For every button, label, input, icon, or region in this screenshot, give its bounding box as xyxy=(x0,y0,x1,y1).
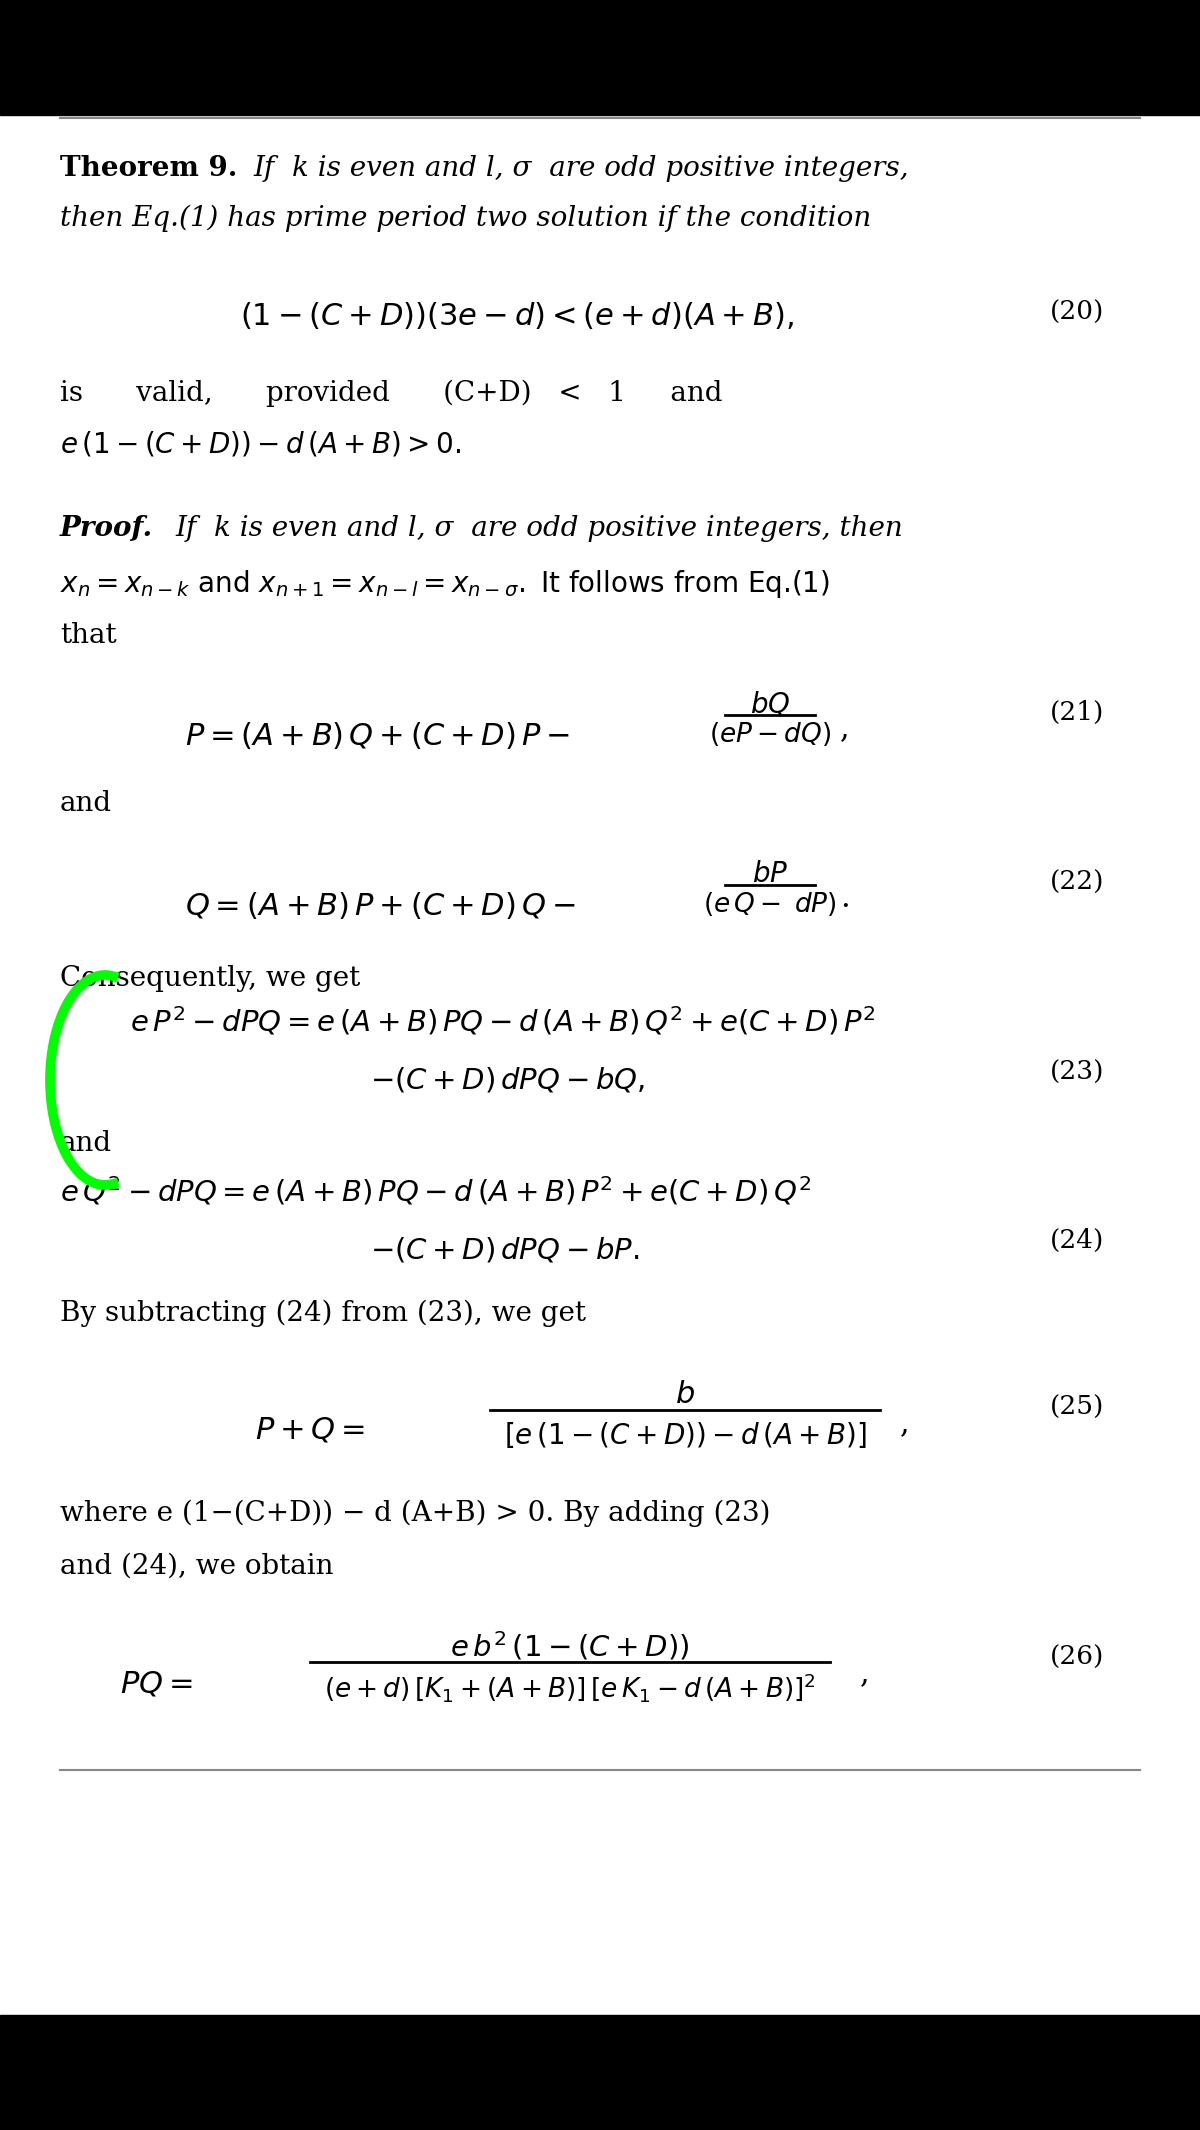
Text: (23): (23) xyxy=(1050,1061,1104,1084)
Text: $x_n = x_{n-k}$ and $x_{n+1} = x_{n-l} = x_{n-\sigma}.$ It follows from Eq.(1): $x_n = x_{n-k}$ and $x_{n+1} = x_{n-l} =… xyxy=(60,569,830,601)
Text: where e (1−(C+D)) − d (A+B) > 0. By adding (23): where e (1−(C+D)) − d (A+B) > 0. By addi… xyxy=(60,1500,770,1527)
Text: Theorem 9.: Theorem 9. xyxy=(60,155,238,181)
Text: $e\,(1-(C+D))-d\,(A+B)>0.$: $e\,(1-(C+D))-d\,(A+B)>0.$ xyxy=(60,430,461,458)
Text: (20): (20) xyxy=(1050,300,1104,326)
Text: .: . xyxy=(840,884,850,914)
Bar xyxy=(0,0,1200,115)
Text: (25): (25) xyxy=(1050,1395,1104,1421)
Text: $-(C+D)\,dPQ - bP.$: $-(C+D)\,dPQ - bP.$ xyxy=(370,1235,640,1263)
Text: then Eq.(1) has prime period two solution if the condition: then Eq.(1) has prime period two solutio… xyxy=(60,204,871,232)
Text: ,: , xyxy=(900,1408,910,1440)
Text: $P = (A+B)\,Q + (C+D)\,P -$: $P = (A+B)\,Q + (C+D)\,P -$ xyxy=(185,720,570,752)
Text: Consequently, we get: Consequently, we get xyxy=(60,965,360,993)
Text: $(1-(C+D))(3e-d) < (e+d)(A+B),$: $(1-(C+D))(3e-d) < (e+d)(A+B),$ xyxy=(240,300,794,330)
Text: $e\,b^2\,(1-(C+D))$: $e\,b^2\,(1-(C+D))$ xyxy=(450,1629,690,1664)
Text: (22): (22) xyxy=(1050,869,1104,895)
Text: is      valid,      provided      (C+D)   <   1     and: is valid, provided (C+D) < 1 and xyxy=(60,379,722,407)
Text: $e\,Q^2 - dPQ = e\,(A+B)\,PQ - d\,(A+B)\,P^2 + e(C+D)\,Q^2$: $e\,Q^2 - dPQ = e\,(A+B)\,PQ - d\,(A+B)\… xyxy=(60,1176,811,1208)
Text: (26): (26) xyxy=(1050,1644,1104,1670)
Text: and: and xyxy=(60,790,112,818)
Text: that: that xyxy=(60,622,116,650)
Text: If  k is even and l, σ  are odd positive integers,: If k is even and l, σ are odd positive i… xyxy=(253,155,908,181)
Text: and: and xyxy=(60,1131,112,1157)
Text: If  k is even and l, σ  are odd positive integers, then: If k is even and l, σ are odd positive i… xyxy=(175,515,902,541)
Text: $(e\,Q-\;dP)$: $(e\,Q-\;dP)$ xyxy=(703,890,836,918)
Text: $bQ$: $bQ$ xyxy=(750,690,790,720)
Text: (21): (21) xyxy=(1050,701,1104,724)
Text: and (24), we obtain: and (24), we obtain xyxy=(60,1553,334,1580)
Text: By subtracting (24) from (23), we get: By subtracting (24) from (23), we get xyxy=(60,1299,586,1327)
Text: $bP$: $bP$ xyxy=(752,861,788,888)
Text: $P+Q=$: $P+Q=$ xyxy=(256,1414,365,1444)
Text: $[e\,(1-(C+D)) - d\,(A+B)]$: $[e\,(1-(C+D)) - d\,(A+B)]$ xyxy=(504,1421,866,1451)
Text: $b$: $b$ xyxy=(676,1380,695,1410)
Text: $Q = (A+B)\,P + (C+D)\,Q -$: $Q = (A+B)\,P + (C+D)\,Q -$ xyxy=(185,890,576,920)
Text: $PQ=$: $PQ=$ xyxy=(120,1670,193,1700)
Text: ,: , xyxy=(840,714,850,743)
Text: contradiction. Thus, the proof is now completed.—: contradiction. Thus, the proof is now co… xyxy=(60,64,631,85)
Text: $(eP - dQ)$: $(eP - dQ)$ xyxy=(709,720,832,748)
Bar xyxy=(0,2015,1200,2130)
Text: ,: , xyxy=(860,1657,870,1689)
Text: Proof.: Proof. xyxy=(60,515,154,541)
Text: $(e+d)\,[K_1 + (A+B)]\,[e\,K_1 - d\,(A+B)]^2$: $(e+d)\,[K_1 + (A+B)]\,[e\,K_1 - d\,(A+B… xyxy=(324,1672,816,1704)
Text: $-(C+D)\,dPQ - bQ,$: $-(C+D)\,dPQ - bQ,$ xyxy=(370,1065,644,1095)
Text: (24): (24) xyxy=(1050,1229,1104,1252)
Text: $e\,P^2 - dPQ = e\,(A+B)\,PQ - d\,(A+B)\,Q^2 + e(C+D)\,P^2$: $e\,P^2 - dPQ = e\,(A+B)\,PQ - d\,(A+B)\… xyxy=(130,1005,876,1037)
